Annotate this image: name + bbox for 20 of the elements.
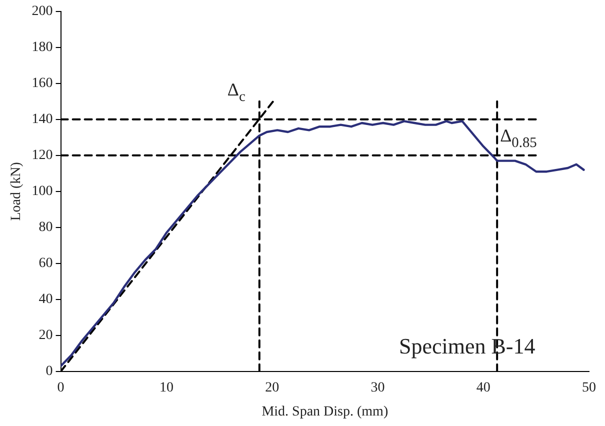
x-axis-title: Mid. Span Disp. (mm)	[262, 404, 388, 420]
y-tick-label: 40	[38, 292, 53, 308]
y-tick-label: 200	[32, 4, 53, 20]
y-tick-label: 60	[38, 256, 53, 272]
y-tick-label: 160	[32, 76, 53, 92]
x-tick-label: 40	[476, 380, 490, 396]
x-tick-label: 0	[57, 380, 64, 396]
y-axis-title: Load (kN)	[9, 162, 24, 221]
x-tick-label: 30	[370, 380, 385, 396]
x-tick-label: 20	[265, 380, 280, 396]
x-tick-label: 10	[159, 380, 174, 396]
y-tick-label: 80	[38, 220, 53, 236]
y-tick-label: 20	[38, 328, 53, 344]
y-tick-label: 140	[32, 112, 53, 128]
x-tick-label: 50	[582, 380, 596, 396]
y-tick-label: 120	[32, 148, 53, 164]
y-tick-label: 180	[32, 40, 53, 56]
y-tick-label: 0	[46, 364, 53, 380]
annotation: Specimen B-14	[399, 333, 536, 358]
y-tick-label: 100	[32, 184, 53, 200]
